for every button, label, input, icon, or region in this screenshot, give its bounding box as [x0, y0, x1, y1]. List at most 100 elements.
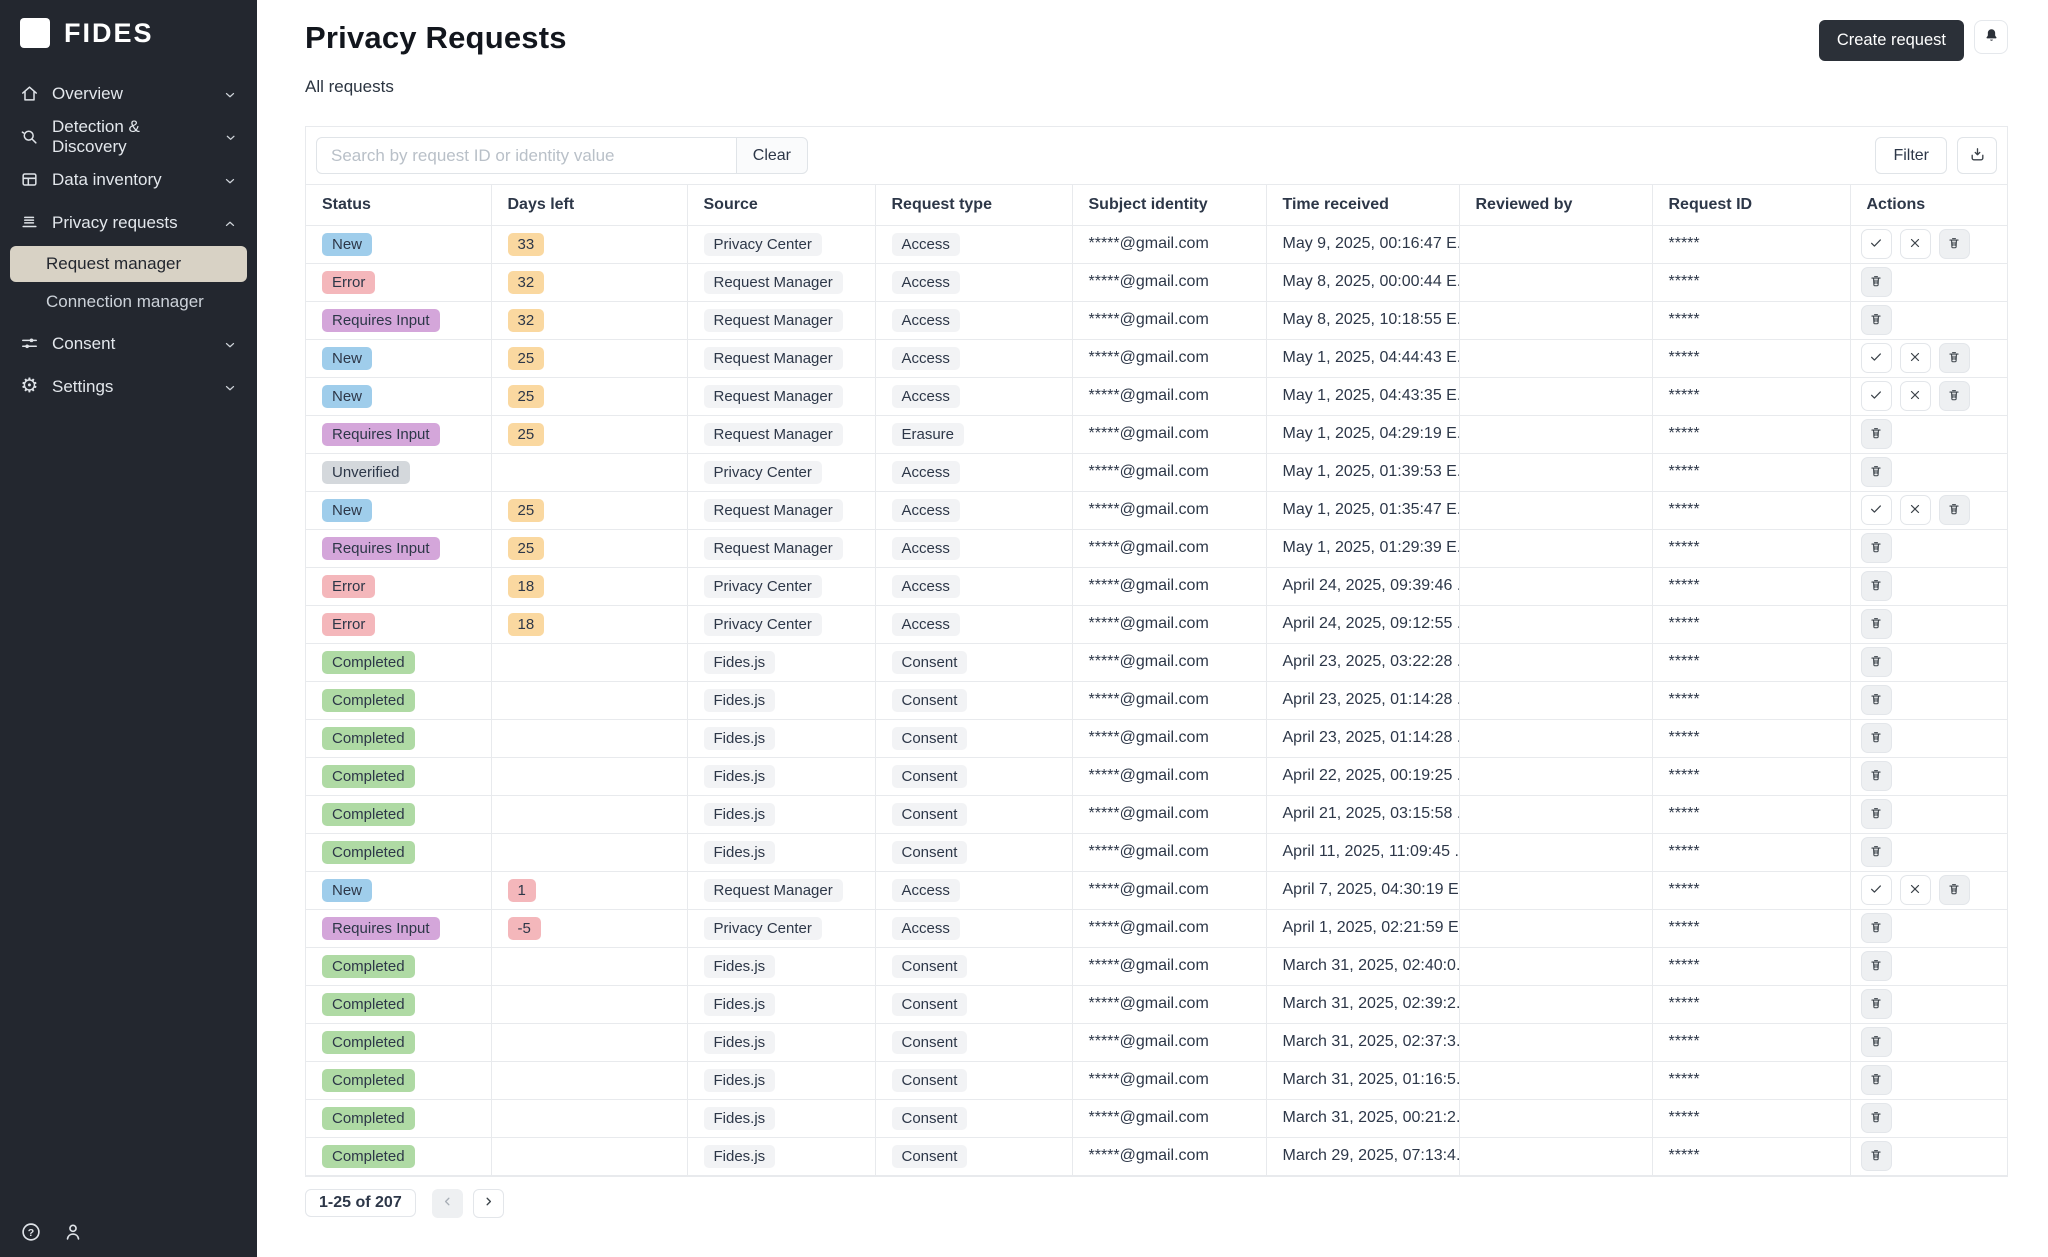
delete-button[interactable] [1860, 989, 1892, 1019]
delete-button[interactable] [1860, 1065, 1892, 1095]
delete-button[interactable] [1938, 875, 1970, 905]
delete-button[interactable] [1860, 609, 1892, 639]
status-cell: Completed [306, 1061, 491, 1100]
trash-icon [1869, 578, 1883, 595]
table-row[interactable]: Requires Input 25 Request Manager Access ***… [306, 529, 2007, 568]
sidebar-item-detection-discovery[interactable]: Detection & Discovery [0, 115, 257, 158]
source-cell: Fides.js [686, 719, 875, 758]
filter-button[interactable]: Filter [1875, 137, 1947, 174]
delete-button[interactable] [1860, 419, 1892, 449]
sidebar-item-settings[interactable]: ⚙ Settings [0, 365, 257, 408]
delete-button[interactable] [1860, 761, 1892, 791]
sidebar-item-overview[interactable]: Overview [0, 72, 257, 115]
delete-button[interactable] [1860, 913, 1892, 943]
table-row[interactable]: Completed Fides.js Consent *****@gmail.com M… [306, 1099, 2007, 1138]
deny-button[interactable] [1899, 343, 1931, 373]
approve-button[interactable] [1860, 381, 1892, 411]
days-left-badge: 25 [507, 346, 545, 370]
table-row[interactable]: Error 18 Privacy Center Access *****@gmail.c… [306, 567, 2007, 606]
source-cell: Fides.js [686, 757, 875, 796]
status-badge: New [322, 346, 373, 370]
create-request-button[interactable]: Create request [1818, 20, 1964, 61]
table-header-row: Status Days left Source Request type Sub… [306, 185, 2007, 226]
sidebar-item-connection-manager[interactable]: Connection manager [10, 284, 247, 320]
delete-button[interactable] [1860, 1027, 1892, 1057]
table-row[interactable]: Completed Fides.js Consent *****@gmail.com A… [306, 757, 2007, 796]
status-badge: New [322, 498, 373, 522]
table-row[interactable]: Requires Input -5 Privacy Center Access ****… [306, 909, 2007, 948]
delete-button[interactable] [1860, 685, 1892, 715]
delete-button[interactable] [1860, 457, 1892, 487]
delete-button[interactable] [1860, 1103, 1892, 1133]
table-row[interactable]: Completed Fides.js Consent *****@gmail.com M… [306, 1137, 2007, 1176]
table-row[interactable]: New 25 Request Manager Access *****@gmail.co… [306, 339, 2007, 378]
sidebar-item-consent[interactable]: Consent [0, 322, 257, 365]
sidebar-item-request-manager[interactable]: Request manager [10, 246, 247, 282]
table-row[interactable]: Completed Fides.js Consent *****@gmail.com M… [306, 947, 2007, 986]
delete-button[interactable] [1860, 723, 1892, 753]
actions-cell [1849, 1137, 2007, 1176]
delete-button[interactable] [1938, 381, 1970, 411]
deny-button[interactable] [1899, 229, 1931, 259]
approve-button[interactable] [1860, 875, 1892, 905]
table-row[interactable]: Requires Input 25 Request Manager Erasure **… [306, 415, 2007, 454]
delete-button[interactable] [1860, 837, 1892, 867]
notifications-button[interactable] [1974, 20, 2008, 54]
request-type-chip: Consent [891, 1068, 968, 1092]
deny-button[interactable] [1899, 381, 1931, 411]
table-row[interactable]: Completed Fides.js Consent *****@gmail.com M… [306, 1023, 2007, 1062]
status-cell: New [306, 377, 491, 416]
table-row[interactable]: New 33 Privacy Center Access *****@gmail.com… [306, 225, 2007, 264]
delete-button[interactable] [1938, 229, 1970, 259]
table-row[interactable]: New 25 Request Manager Access *****@gmail.co… [306, 377, 2007, 416]
table-row[interactable]: Unverified Privacy Center Access *****@gmai… [306, 453, 2007, 492]
table-row[interactable]: Completed Fides.js Consent *****@gmail.com A… [306, 643, 2007, 682]
approve-button[interactable] [1860, 495, 1892, 525]
table-row[interactable]: Completed Fides.js Consent *****@gmail.com A… [306, 719, 2007, 758]
delete-button[interactable] [1938, 495, 1970, 525]
previous-page-button[interactable] [431, 1188, 463, 1218]
approve-button[interactable] [1860, 229, 1892, 259]
table-row[interactable]: Completed Fides.js Consent *****@gmail.com A… [306, 833, 2007, 872]
table-row[interactable]: Completed Fides.js Consent *****@gmail.com M… [306, 1061, 2007, 1100]
request-type-chip: Consent [891, 992, 968, 1016]
delete-button[interactable] [1860, 533, 1892, 563]
table-row[interactable]: Error 18 Privacy Center Access *****@gmail.c… [306, 605, 2007, 644]
trash-icon [1947, 236, 1961, 253]
delete-button[interactable] [1860, 1141, 1892, 1171]
table-row[interactable]: New 1 Request Manager Access *****@gmail.com… [306, 871, 2007, 910]
request-id-cell: ***** [1651, 377, 1850, 416]
next-page-button[interactable] [472, 1188, 504, 1218]
delete-button[interactable] [1860, 267, 1892, 297]
help-button[interactable]: ? [20, 1221, 42, 1243]
deny-button[interactable] [1899, 875, 1931, 905]
delete-button[interactable] [1860, 571, 1892, 601]
approve-button[interactable] [1860, 343, 1892, 373]
delete-button[interactable] [1860, 647, 1892, 677]
time-received-cell: April 23, 2025, 01:14:28 ... [1265, 719, 1459, 758]
check-icon [1869, 236, 1883, 253]
delete-button[interactable] [1860, 305, 1892, 335]
search-input[interactable] [316, 137, 737, 174]
table-row[interactable]: New 25 Request Manager Access *****@gmail.co… [306, 491, 2007, 530]
request-type-cell: Access [874, 263, 1072, 302]
table-row[interactable]: Error 32 Request Manager Access *****@gmail.… [306, 263, 2007, 302]
export-button[interactable] [1957, 137, 1997, 174]
source-chip: Fides.js [703, 726, 776, 750]
column-header-subject-identity: Subject identity [1071, 185, 1266, 226]
table-row[interactable]: Completed Fides.js Consent *****@gmail.com M… [306, 985, 2007, 1024]
table-row[interactable]: Completed Fides.js Consent *****@gmail.com A… [306, 795, 2007, 834]
delete-button[interactable] [1860, 951, 1892, 981]
sidebar-item-data-inventory[interactable]: Data inventory [0, 158, 257, 201]
user-button[interactable] [62, 1221, 84, 1243]
source-chip: Fides.js [703, 992, 776, 1016]
clear-search-button[interactable]: Clear [735, 137, 808, 174]
subject-identity-cell: *****@gmail.com [1071, 301, 1266, 340]
table-row[interactable]: Requires Input 32 Request Manager Access ***… [306, 301, 2007, 340]
delete-button[interactable] [1860, 799, 1892, 829]
deny-button[interactable] [1899, 495, 1931, 525]
table-row[interactable]: Completed Fides.js Consent *****@gmail.com A… [306, 681, 2007, 720]
trash-icon [1869, 464, 1883, 481]
sidebar-item-privacy-requests[interactable]: Privacy requests [0, 201, 257, 244]
delete-button[interactable] [1938, 343, 1970, 373]
